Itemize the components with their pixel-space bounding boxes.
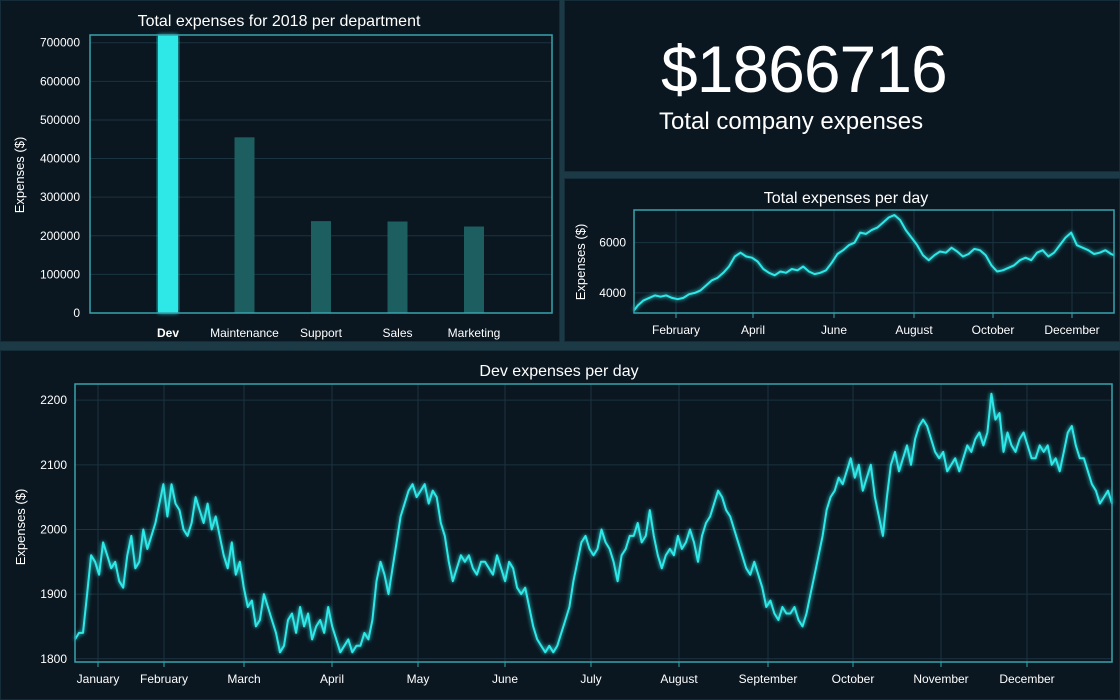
x-tick-label: March	[227, 672, 260, 686]
bar-chart-title: Total expenses for 2018 per department	[138, 13, 421, 30]
x-tick-label: June	[492, 672, 518, 686]
plot-frame	[633, 209, 1115, 314]
daily-chart-y-axis-title: Expenses ($)	[573, 224, 588, 301]
department-expenses-panel: Total expenses for 2018 per department E…	[0, 0, 560, 342]
total-expenses-label: Total company expenses	[659, 108, 924, 135]
x-tick-label: April	[320, 672, 344, 686]
panel-divider	[560, 0, 564, 342]
x-tick-label: April	[741, 323, 765, 337]
daily-expenses-chart: Total expenses per day Expenses ($) 4000…	[573, 190, 1115, 337]
dev-expenses-panel: Dev expenses per day Expenses ($) 1800 19…	[0, 350, 1120, 700]
x-tick-label: Sales	[382, 326, 412, 340]
y-tick-label: 200000	[40, 229, 80, 243]
x-tick-label: February	[140, 672, 188, 686]
x-tick-label: September	[739, 672, 798, 686]
x-tick-label: Marketing	[448, 326, 501, 340]
y-tick-label: 1900	[40, 587, 67, 601]
bar	[311, 221, 331, 313]
x-tick-label: November	[913, 672, 968, 686]
x-tick-label: January	[77, 672, 120, 686]
y-tick-label: 1800	[40, 652, 67, 666]
department-bar-chart: Total expenses for 2018 per department E…	[12, 13, 553, 340]
daily-expenses-panel: Total expenses per day Expenses ($) 4000…	[564, 178, 1120, 342]
bar	[158, 35, 178, 313]
y-tick-label: 400000	[40, 152, 80, 166]
y-tick-label: 100000	[40, 267, 80, 281]
x-tick-label: June	[821, 323, 847, 337]
x-tick-label: August	[660, 672, 698, 686]
total-expenses-value: $1866716	[661, 32, 948, 106]
x-tick-label: October	[832, 672, 875, 686]
x-tick-label: Support	[300, 326, 343, 340]
x-tick-label: December	[1044, 323, 1099, 337]
bar-chart-y-axis-title: Expenses ($)	[12, 137, 27, 214]
daily-chart-title: Total expenses per day	[764, 190, 929, 207]
y-tick-label: 6000	[599, 236, 626, 250]
total-expenses-panel: $1866716 Total company expenses	[564, 0, 1120, 172]
dev-expenses-chart: Dev expenses per day Expenses ($) 1800 19…	[13, 363, 1113, 686]
dev-chart-title: Dev expenses per day	[479, 363, 638, 380]
y-tick-label: 4000	[599, 286, 626, 300]
x-tick-label: Dev	[157, 326, 179, 340]
y-tick-label: 600000	[40, 74, 80, 88]
y-tick-label: 0	[73, 306, 80, 320]
dev-chart-y-axis-title: Expenses ($)	[13, 489, 28, 566]
y-tick-label: 500000	[40, 113, 80, 127]
x-tick-label: July	[580, 672, 601, 686]
x-tick-label: December	[999, 672, 1054, 686]
x-tick-label: October	[972, 323, 1015, 337]
x-tick-label: Maintenance	[210, 326, 279, 340]
plot-frame	[89, 34, 553, 314]
y-tick-label: 300000	[40, 190, 80, 204]
y-tick-label: 2000	[40, 522, 67, 536]
series-line	[633, 214, 1115, 312]
x-tick-label: February	[652, 323, 700, 337]
series-line	[74, 392, 1113, 654]
x-tick-label: August	[895, 323, 933, 337]
bar	[464, 226, 484, 313]
plot-frame	[74, 383, 1113, 663]
panel-divider	[560, 172, 1120, 178]
bar	[234, 137, 255, 313]
y-tick-label: 2200	[40, 393, 67, 407]
x-tick-label: May	[407, 672, 430, 686]
y-tick-label: 2100	[40, 458, 67, 472]
panel-divider	[0, 342, 1120, 350]
bar	[387, 221, 408, 313]
y-tick-label: 700000	[40, 36, 80, 50]
